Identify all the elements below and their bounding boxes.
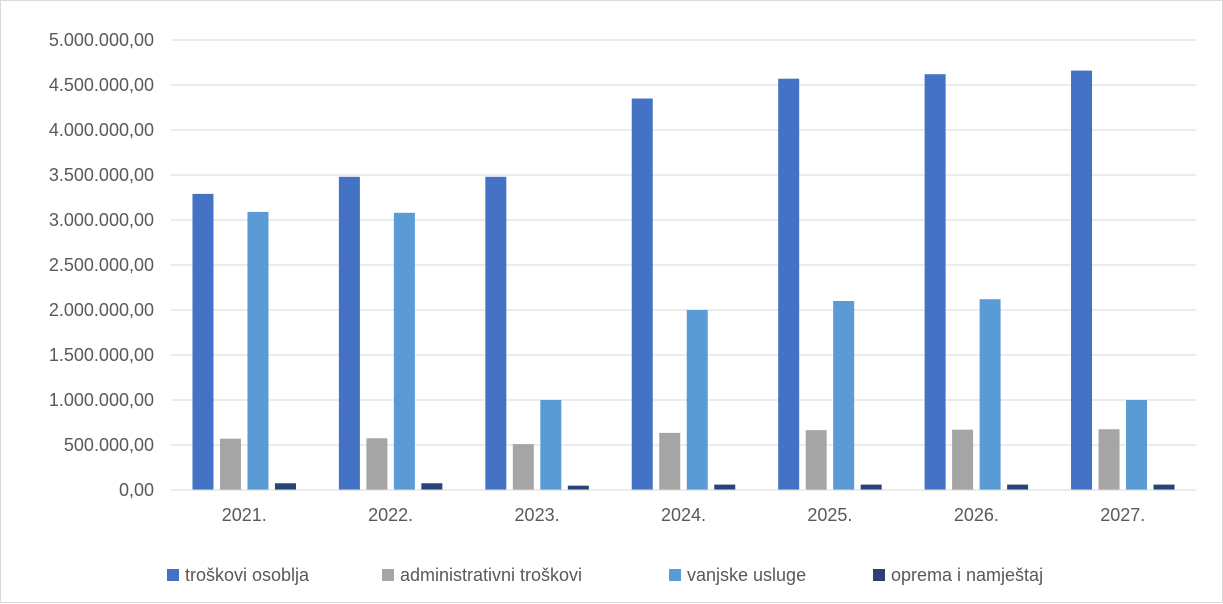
x-tick-label: 2024. <box>661 505 706 525</box>
bar-3-7 <box>1126 400 1148 490</box>
y-axis-tick-labels: 0,00 500.000,00 1.000.000,00 1.500.000,00 2.… <box>49 30 154 500</box>
y-tick-label: 500.000,00 <box>64 435 154 455</box>
legend-swatch-2 <box>382 569 394 581</box>
bar-1-6 <box>924 74 946 490</box>
legend-label-3: vanjske usluge <box>687 565 806 585</box>
bar-4-5 <box>860 484 882 490</box>
bar-2-7 <box>1098 429 1120 490</box>
bar-3-6 <box>979 299 1001 490</box>
bar-3-3 <box>540 400 562 490</box>
bar-4-7 <box>1153 484 1175 490</box>
legend-swatch-1 <box>167 569 179 581</box>
bar-1-3 <box>485 176 507 491</box>
bar-2-2 <box>366 438 388 490</box>
bar-4-4 <box>714 484 736 490</box>
y-tick-label: 3.000.000,00 <box>49 210 154 230</box>
bar-3-2 <box>393 212 415 491</box>
y-tick-label: 3.500.000,00 <box>49 165 154 185</box>
y-tick-label: 0,00 <box>119 480 154 500</box>
x-tick-label: 2026. <box>954 505 999 525</box>
y-tick-label: 4.500.000,00 <box>49 75 154 95</box>
y-tick-label: 2.500.000,00 <box>49 255 154 275</box>
bar-1-1 <box>192 193 214 490</box>
bar-2-3 <box>512 444 534 490</box>
x-tick-label: 2027. <box>1100 505 1145 525</box>
bar-1-5 <box>778 78 800 490</box>
x-tick-label: 2021. <box>222 505 267 525</box>
bar-2-1 <box>219 438 241 490</box>
x-tick-label: 2023. <box>515 505 560 525</box>
bar-1-7 <box>1071 70 1093 490</box>
gridlines <box>171 39 1196 446</box>
bar-4-2 <box>421 483 443 490</box>
bars <box>192 70 1175 491</box>
bar-1-4 <box>631 98 653 490</box>
y-tick-label: 2.000.000,00 <box>49 300 154 320</box>
bar-1-2 <box>338 176 360 491</box>
legend-label-2: administrativni troškovi <box>400 565 582 585</box>
bar-4-1 <box>274 483 296 490</box>
bar-4-3 <box>567 485 589 490</box>
legend-label-4: oprema i namještaj <box>891 565 1043 585</box>
legend-label-1: troškovi osoblja <box>185 565 310 585</box>
y-tick-label: 1.000.000,00 <box>49 390 154 410</box>
y-tick-label: 1.500.000,00 <box>49 345 154 365</box>
legend-swatch-4 <box>873 569 885 581</box>
bar-3-4 <box>686 310 708 490</box>
bar-2-6 <box>952 429 974 490</box>
bar-3-5 <box>833 301 855 490</box>
bar-3-1 <box>247 211 269 490</box>
legend-swatch-3 <box>669 569 681 581</box>
x-tick-label: 2022. <box>368 505 413 525</box>
legend: troškovi osoblja administrativni troškovi… <box>167 565 1043 585</box>
y-tick-label: 5.000.000,00 <box>49 30 154 50</box>
bar-2-5 <box>805 430 827 490</box>
bar-4-6 <box>1007 484 1029 490</box>
y-tick-label: 4.000.000,00 <box>49 120 154 140</box>
x-tick-label: 2025. <box>807 505 852 525</box>
bar-2-4 <box>659 432 681 490</box>
x-axis-tick-labels: 2021. 2022. 2023. 2024. 2025. 2026. 2027. <box>222 505 1146 525</box>
